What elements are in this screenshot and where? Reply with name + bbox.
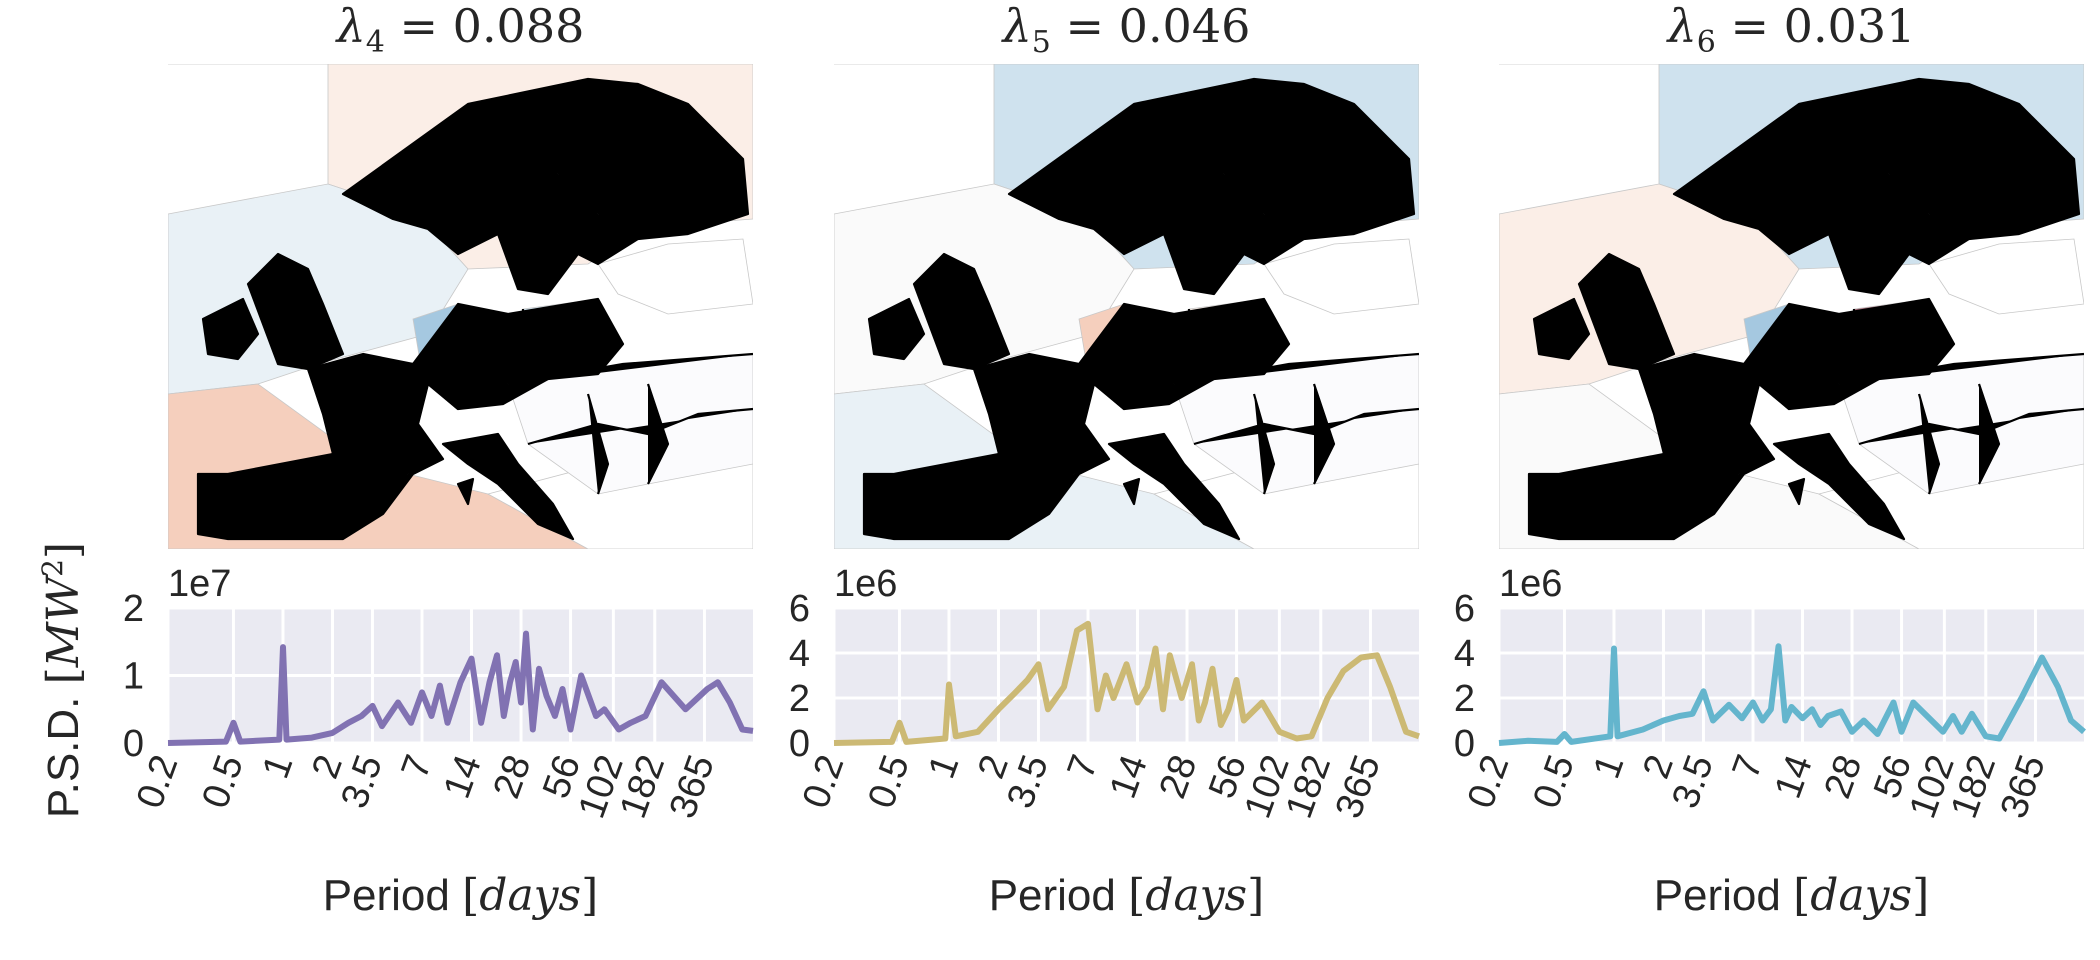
x-tick-label: 7 bbox=[394, 750, 441, 784]
lambda-index: 6 bbox=[1697, 25, 1716, 60]
x-tick-label: 14 bbox=[1767, 750, 1821, 804]
plot-area bbox=[1499, 608, 2084, 743]
europe-map bbox=[168, 64, 753, 549]
x-tick-label: 3.5 bbox=[999, 750, 1057, 814]
lambda-value: 0.046 bbox=[1119, 0, 1251, 53]
x-tick-label: 0.5 bbox=[1525, 750, 1583, 814]
y-tick-label: 0 bbox=[123, 723, 144, 765]
x-tick-label: 0.5 bbox=[860, 750, 918, 814]
lambda-value: 0.031 bbox=[1784, 0, 1916, 53]
x-tick-label: 3.5 bbox=[1664, 750, 1722, 814]
x-axis-label: Period [days] bbox=[1654, 870, 1930, 921]
psd-series-line bbox=[167, 630, 754, 746]
y-tick-label: 0 bbox=[789, 723, 810, 765]
x-tick-label: 28 bbox=[1152, 750, 1206, 804]
y-tick-label: 1 bbox=[123, 656, 144, 698]
x-tick-label: 28 bbox=[1817, 750, 1871, 804]
europe-map bbox=[1499, 64, 2084, 549]
x-tick-label: 3.5 bbox=[333, 750, 391, 814]
y-tick-label: 2 bbox=[1454, 678, 1475, 720]
y-exponent-label: 1e6 bbox=[834, 563, 897, 605]
y-tick-label: 4 bbox=[789, 633, 810, 675]
x-tick-label: 0.5 bbox=[194, 750, 252, 814]
x-tick-label: 365 bbox=[1328, 750, 1389, 824]
panel-title: λ6 = 0.031 bbox=[1666, 0, 1916, 60]
y-exponent-label: 1e6 bbox=[1499, 563, 1562, 605]
x-axis-label: Period [days] bbox=[323, 870, 599, 921]
x-tick-label: 365 bbox=[1993, 750, 2054, 824]
x-tick-label: 7 bbox=[1725, 750, 1772, 784]
psd-series-line bbox=[833, 620, 1420, 746]
y-exponent-label: 1e7 bbox=[168, 563, 231, 605]
y-axis-label: P.S.D. [MW2] bbox=[36, 542, 89, 818]
x-axis-label: Period [days] bbox=[989, 870, 1265, 921]
panel-title: λ4 = 0.088 bbox=[335, 0, 585, 60]
europe-map bbox=[834, 64, 1419, 549]
x-tick-label: 14 bbox=[436, 750, 490, 804]
y-tick-label: 2 bbox=[123, 588, 144, 630]
y-tick-label: 6 bbox=[1454, 588, 1475, 630]
y-tick-label: 4 bbox=[1454, 633, 1475, 675]
x-tick-label: 1 bbox=[1586, 750, 1633, 784]
x-tick-label: 14 bbox=[1102, 750, 1156, 804]
x-tick-label: 7 bbox=[1060, 750, 1107, 784]
plot-area bbox=[834, 608, 1419, 743]
x-tick-label: 365 bbox=[662, 750, 723, 824]
y-tick-label: 6 bbox=[789, 588, 810, 630]
psd-series-line bbox=[1498, 643, 2086, 746]
y-tick-label: 2 bbox=[789, 678, 810, 720]
y-tick-label: 0 bbox=[1454, 723, 1475, 765]
panel-title: λ5 = 0.046 bbox=[1001, 0, 1251, 60]
x-tick-label: 28 bbox=[486, 750, 540, 804]
lambda-index: 5 bbox=[1032, 25, 1051, 60]
lambda-value: 0.088 bbox=[453, 0, 585, 53]
x-tick-label: 1 bbox=[921, 750, 968, 784]
x-tick-label: 1 bbox=[255, 750, 302, 784]
lambda-index: 4 bbox=[366, 25, 385, 60]
